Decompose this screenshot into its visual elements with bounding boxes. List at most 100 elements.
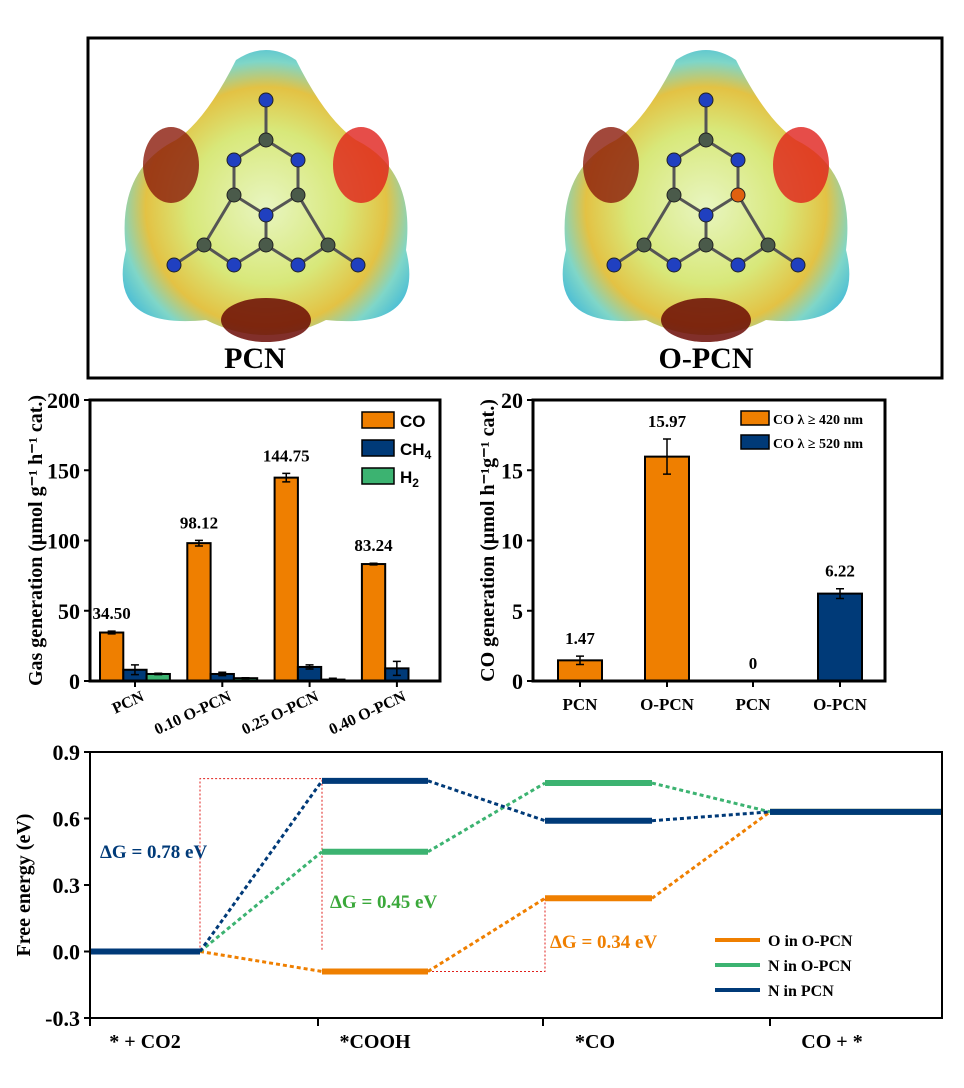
y-tick-label: 20 xyxy=(501,388,523,413)
x-tick-label: 0.10 O-PCN xyxy=(152,688,235,739)
negative-region xyxy=(661,298,751,342)
nitrogen-atom xyxy=(666,257,682,273)
data-label: 6.22 xyxy=(825,562,855,581)
nitrogen-atom xyxy=(790,257,806,273)
y-axis-label: CO generation (μmol h⁻¹g⁻¹ cat.) xyxy=(477,399,499,682)
bar-co xyxy=(186,542,212,683)
plot-frame xyxy=(88,398,442,683)
plot-frame xyxy=(89,751,943,1019)
carbon-atom xyxy=(698,132,714,148)
data-label: 15.97 xyxy=(648,412,687,431)
legend-label-ch4: CH4 xyxy=(400,440,432,462)
legend-swatch xyxy=(361,411,395,429)
y-tick-label: 150 xyxy=(47,458,80,483)
delta-g-label: ΔG = 0.34 eV xyxy=(550,932,657,953)
error-bar xyxy=(663,438,671,475)
nitrogen-atom xyxy=(730,152,746,168)
opcn-label: O-PCN xyxy=(659,342,754,375)
energy-connector xyxy=(651,810,771,823)
free-energy-chart: -0.3 0.0 0.3 0.6 0.9 Free energy (eV) O in O-P… xyxy=(13,740,943,1053)
nitrogen-atom xyxy=(166,257,182,273)
data-label: 0 xyxy=(749,654,758,673)
bar-co xyxy=(273,476,299,682)
energy-connector xyxy=(427,779,546,823)
legend-label: CO λ ≥ 420 nm xyxy=(773,413,863,428)
data-label: 144.75 xyxy=(263,446,310,465)
error-bar xyxy=(130,664,139,676)
carbon-atom xyxy=(290,187,306,203)
carbon-atom xyxy=(760,237,776,253)
error-bar xyxy=(305,664,314,670)
y-tick-label: 0 xyxy=(69,669,80,694)
error-bar xyxy=(369,562,378,566)
error-bar xyxy=(154,672,163,676)
y-tick-label: 200 xyxy=(47,388,80,413)
y-tick-label: 0 xyxy=(512,669,523,694)
bond xyxy=(202,194,236,246)
nitrogen-atom xyxy=(606,257,622,273)
x-tick-label: PCN xyxy=(736,695,772,714)
error-bar xyxy=(241,677,250,680)
nitrogen-atom xyxy=(290,257,306,273)
data-label: 83.24 xyxy=(354,536,393,555)
bar-co xyxy=(360,563,387,682)
carbon-atom xyxy=(666,187,682,203)
energy-connector xyxy=(651,810,771,900)
legend-swatch xyxy=(361,467,395,485)
carbon-atom xyxy=(320,237,336,253)
data-label: 34.50 xyxy=(93,604,131,623)
legend-swatch xyxy=(740,434,770,450)
bond xyxy=(642,194,676,246)
delta-g-label: ΔG = 0.45 eV xyxy=(330,892,437,913)
y-tick-label: 15 xyxy=(501,458,523,483)
carbon-atom xyxy=(226,187,242,203)
y-tick-label: 0.0 xyxy=(53,940,81,965)
y-tick-label: 10 xyxy=(501,529,523,554)
legend-label: N in O-PCN xyxy=(768,958,852,975)
carbon-atom xyxy=(258,237,274,253)
negative-region xyxy=(333,127,389,203)
pcn-label: PCN xyxy=(224,342,286,375)
nitrogen-atom xyxy=(226,257,242,273)
legend-swatch xyxy=(740,410,770,426)
oxygen-atom xyxy=(730,187,746,203)
negative-region xyxy=(583,127,639,203)
carbon-atom xyxy=(258,132,274,148)
x-tick-label: O-PCN xyxy=(640,695,695,714)
x-tick-label: PCN xyxy=(563,695,599,714)
nitrogen-atom xyxy=(698,207,714,223)
nitrogen-atom xyxy=(730,257,746,273)
error-bar xyxy=(392,660,401,677)
x-tick-label: *CO xyxy=(575,1031,615,1053)
error-bar xyxy=(218,671,227,677)
energy-connector xyxy=(427,897,546,973)
carbon-atom xyxy=(636,237,652,253)
negative-region xyxy=(221,298,311,342)
delta-g-guide xyxy=(428,898,546,972)
plot-frame xyxy=(531,398,887,683)
esp-surface xyxy=(562,50,850,335)
x-tick-label: O-PCN xyxy=(813,695,868,714)
y-tick-label: 0.9 xyxy=(53,740,81,765)
nitrogen-atom xyxy=(290,152,306,168)
error-bar xyxy=(836,587,844,600)
bar-co xyxy=(99,631,125,683)
pcn-esp-map xyxy=(122,50,410,342)
y-axis-label: Free energy (eV) xyxy=(13,814,35,957)
error-bar xyxy=(194,539,203,547)
error-bar xyxy=(107,630,116,635)
legend-label: N in PCN xyxy=(768,983,834,1000)
y-tick-label: 50 xyxy=(58,599,80,624)
bar-co-420 xyxy=(644,455,690,682)
x-tick-label: PCN xyxy=(110,688,147,717)
delta-g-guide xyxy=(199,778,323,952)
negative-region xyxy=(773,127,829,203)
legend-label: O in O-PCN xyxy=(768,933,853,950)
nitrogen-atom xyxy=(258,92,274,108)
y-tick-label: 5 xyxy=(512,599,523,624)
nitrogen-atom xyxy=(226,152,242,168)
energy-connector xyxy=(199,850,323,953)
error-bar xyxy=(282,472,291,483)
